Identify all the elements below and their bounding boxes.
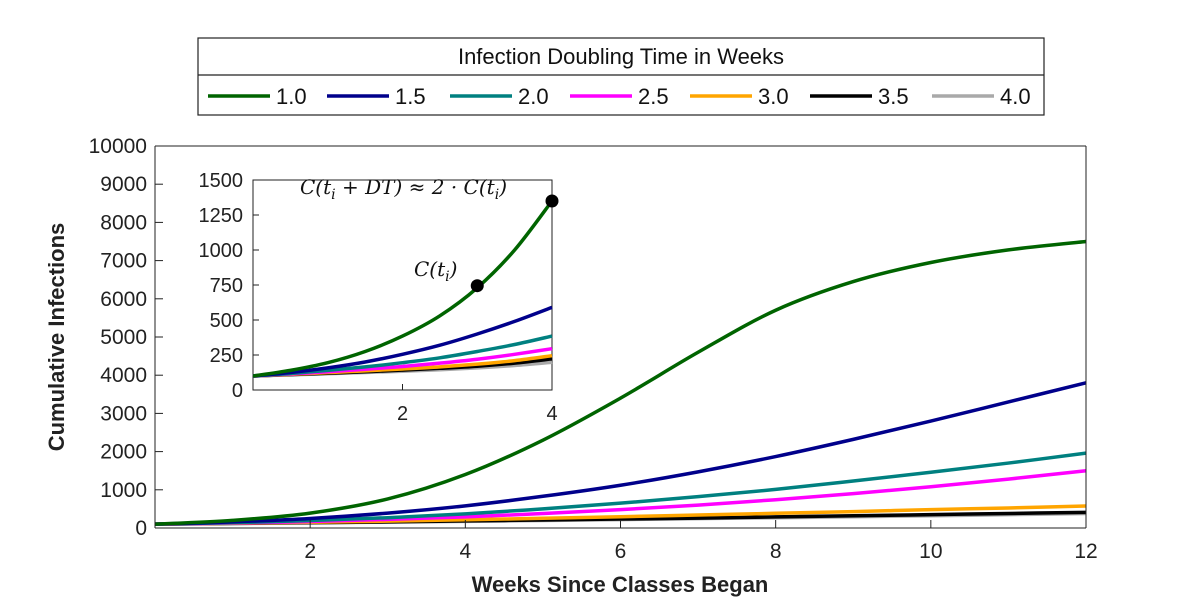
x-tick-label: 4 bbox=[459, 540, 471, 563]
y-tick-label: 1000 bbox=[100, 479, 147, 502]
legend-label-2-0: 2.0 bbox=[518, 84, 549, 109]
annotation-c-ti: C(ti) bbox=[414, 257, 457, 285]
inset-y-tick-label: 500 bbox=[210, 310, 243, 332]
legend-title: Infection Doubling Time in Weeks bbox=[458, 44, 784, 69]
inset-y-tick-label: 1250 bbox=[199, 205, 244, 227]
y-tick-label: 2000 bbox=[100, 441, 147, 464]
x-ticks: 2 4 6 8 10 12 bbox=[304, 520, 1098, 563]
x-axis-label: Weeks Since Classes Began bbox=[472, 572, 769, 597]
x-tick-label: 2 bbox=[304, 540, 316, 563]
x-tick-label: 8 bbox=[770, 540, 782, 563]
inset-series-line-1-0 bbox=[252, 199, 554, 378]
inset-y-tick-label: 1000 bbox=[199, 240, 244, 262]
legend-label-1-5: 1.5 bbox=[395, 84, 426, 109]
y-tick-label: 3000 bbox=[100, 402, 147, 425]
inset-x-tick-label: 2 bbox=[397, 403, 408, 425]
legend-box bbox=[197, 37, 1045, 116]
y-tick-label: 0 bbox=[135, 517, 147, 540]
legend-label-3-5: 3.5 bbox=[878, 84, 909, 109]
marker-c-ti-plus-dt bbox=[545, 194, 559, 208]
inset-plot-area bbox=[252, 179, 553, 391]
legend-label-2-5: 2.5 bbox=[638, 84, 669, 109]
legend: Infection Doubling Time in Weeks 1.0 1.5 2… bbox=[197, 37, 1045, 116]
inset-y-tick-label: 250 bbox=[210, 345, 243, 367]
inset-y-tick-label: 1500 bbox=[199, 170, 244, 192]
y-axis-label: Cumulative Infections bbox=[44, 223, 69, 452]
inset-y-ticks: 0 250 500 750 1000 1250 1500 bbox=[199, 170, 259, 402]
series-line-1-5 bbox=[154, 381, 1087, 526]
series-line-1-0 bbox=[154, 239, 1087, 526]
x-tick-label: 12 bbox=[1074, 540, 1097, 563]
inset-y-tick-label: 750 bbox=[210, 275, 243, 297]
y-tick-label: 9000 bbox=[100, 173, 147, 196]
legend-label-1-0: 1.0 bbox=[276, 84, 307, 109]
x-tick-label: 10 bbox=[919, 540, 942, 563]
inset-x-tick-label: 4 bbox=[546, 403, 557, 425]
y-tick-label: 5000 bbox=[100, 326, 147, 349]
legend-label-4-0: 4.0 bbox=[1000, 84, 1031, 109]
y-tick-label: 10000 bbox=[89, 135, 147, 158]
inset-y-tick-label: 0 bbox=[232, 380, 243, 402]
y-tick-label: 7000 bbox=[100, 250, 147, 273]
x-tick-label: 6 bbox=[615, 540, 627, 563]
y-tick-label: 8000 bbox=[100, 211, 147, 234]
inset-points bbox=[470, 194, 559, 293]
legend-label-3-0: 3.0 bbox=[758, 84, 789, 109]
y-ticks: 0 1000 2000 3000 4000 5000 6000 7000 8000 9000 100… bbox=[89, 135, 163, 540]
annotation-doubling: C(ti + DT) ≈ 2 · C(ti) bbox=[300, 175, 507, 203]
marker-c-ti bbox=[470, 279, 484, 293]
inset-lines bbox=[252, 199, 554, 378]
y-tick-label: 6000 bbox=[100, 288, 147, 311]
y-tick-label: 4000 bbox=[100, 364, 147, 387]
legend-items: 1.0 1.5 2.0 2.5 3.0 3.5 4.0 bbox=[208, 84, 1031, 109]
inset-series-line-1-5 bbox=[252, 305, 553, 378]
